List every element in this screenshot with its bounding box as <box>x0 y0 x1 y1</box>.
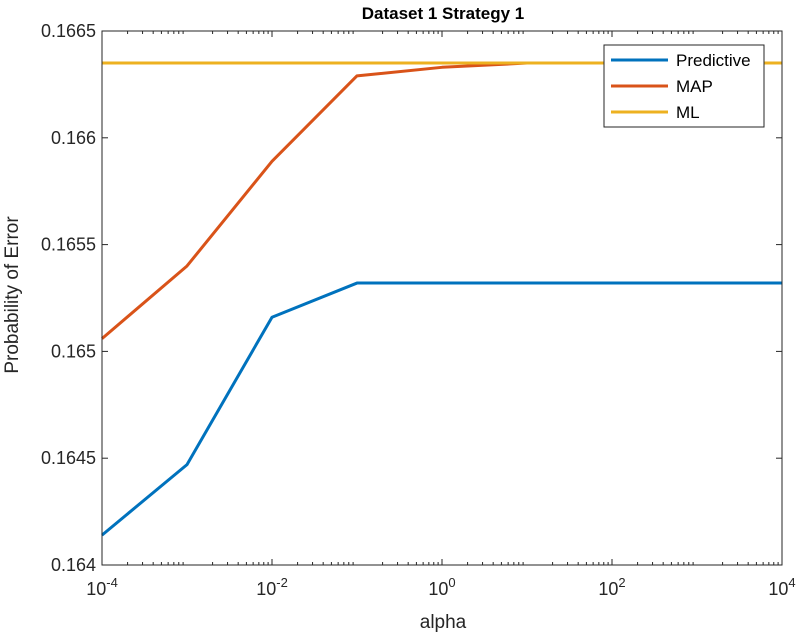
x-tick-label-exponent: -4 <box>106 575 118 590</box>
y-tick-label: 0.165 <box>51 341 96 361</box>
x-tick-label-base: 10 <box>598 579 618 599</box>
x-tick-label-exponent: 4 <box>788 575 795 590</box>
y-tick-label: 0.1645 <box>41 448 96 468</box>
legend-label: ML <box>676 103 700 122</box>
x-tick-label-base: 10 <box>256 579 276 599</box>
series-line-predictive <box>101 281 782 537</box>
chart-title: Dataset 1 Strategy 1 <box>362 4 525 23</box>
x-tick-label: 104 <box>768 575 795 599</box>
x-tick-label: 102 <box>598 575 625 599</box>
plot-frame <box>101 30 783 566</box>
y-tick-label: 0.166 <box>51 128 96 148</box>
y-tick-label: 0.1655 <box>41 235 96 255</box>
x-tick-label-exponent: 2 <box>618 575 625 590</box>
x-tick-label: 10-4 <box>86 575 118 599</box>
legend-label: MAP <box>676 77 713 96</box>
x-tick-label: 100 <box>428 575 455 599</box>
y-tick-label: 0.1665 <box>41 21 96 41</box>
x-tick-label-base: 10 <box>428 579 448 599</box>
x-axis-label: alpha <box>420 612 467 633</box>
x-tick-label: 10-2 <box>256 575 288 599</box>
y-tick-label: 0.164 <box>51 555 96 575</box>
x-tick-label-exponent: -2 <box>276 575 288 590</box>
legend-label: Predictive <box>676 51 751 70</box>
x-tick-label-exponent: 0 <box>448 575 455 590</box>
y-axis-label: Probability of Error <box>2 216 23 374</box>
x-tick-label-base: 10 <box>768 579 788 599</box>
x-tick-label-base: 10 <box>86 579 106 599</box>
